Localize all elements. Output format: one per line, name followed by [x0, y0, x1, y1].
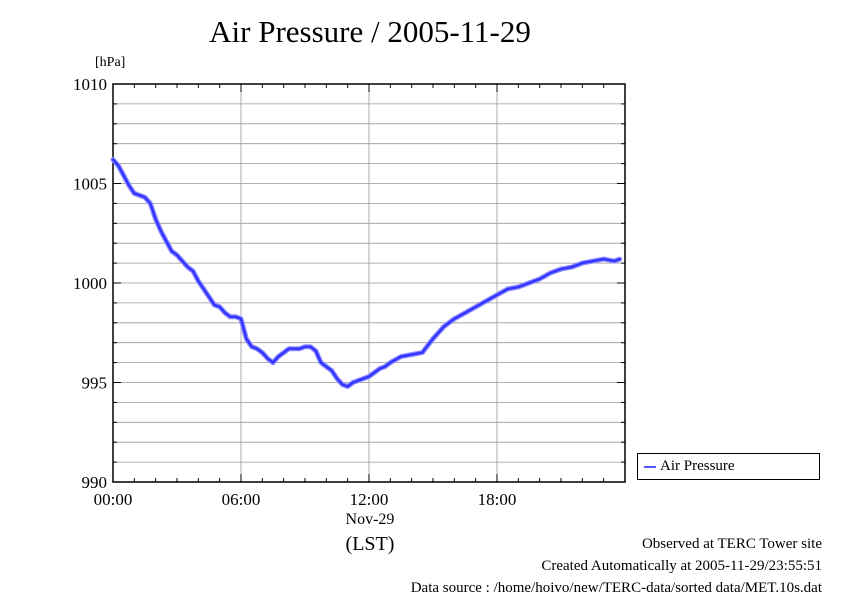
axis-ticks	[112, 83, 626, 483]
series-layer	[110, 157, 623, 389]
x-tick-label: 12:00	[350, 490, 389, 509]
y-tick-label: 1005	[73, 175, 107, 194]
y-axis-unit-label: [hPa]	[95, 55, 126, 70]
footer-observation-site: Observed at TERC Tower site	[641, 536, 822, 552]
x-axis-date-label: Nov-29	[345, 511, 395, 528]
grid-lines	[113, 84, 625, 482]
legend-label-air-pressure: Air Pressure	[660, 458, 735, 474]
y-tick-label: 990	[82, 473, 108, 492]
footer-created-time: Created Automatically at 2005-11-29/23:5…	[541, 558, 822, 574]
series-line-air-pressure	[111, 158, 621, 388]
y-tick-label: 1000	[73, 274, 107, 293]
chart-title: Air Pressure / 2005-11-29	[209, 14, 531, 49]
x-tick-labels: 00:00 06:00 12:00 18:00	[94, 490, 517, 509]
x-tick-label: 00:00	[94, 490, 133, 509]
y-tick-label: 995	[82, 374, 108, 393]
footer-data-source: Data source : /home/hoivo/new/TERC-data/…	[410, 580, 822, 596]
x-tick-label: 18:00	[478, 490, 517, 509]
series-line-halo	[110, 157, 623, 389]
legend-swatch-air-pressure	[644, 466, 656, 468]
x-tick-label: 06:00	[222, 490, 261, 509]
y-tick-labels: 990 995 1000 1005 1010	[73, 75, 107, 492]
y-tick-label: 1010	[73, 75, 107, 94]
legend: Air Pressure	[637, 453, 820, 480]
x-axis-timezone-label: (LST)	[345, 533, 395, 555]
